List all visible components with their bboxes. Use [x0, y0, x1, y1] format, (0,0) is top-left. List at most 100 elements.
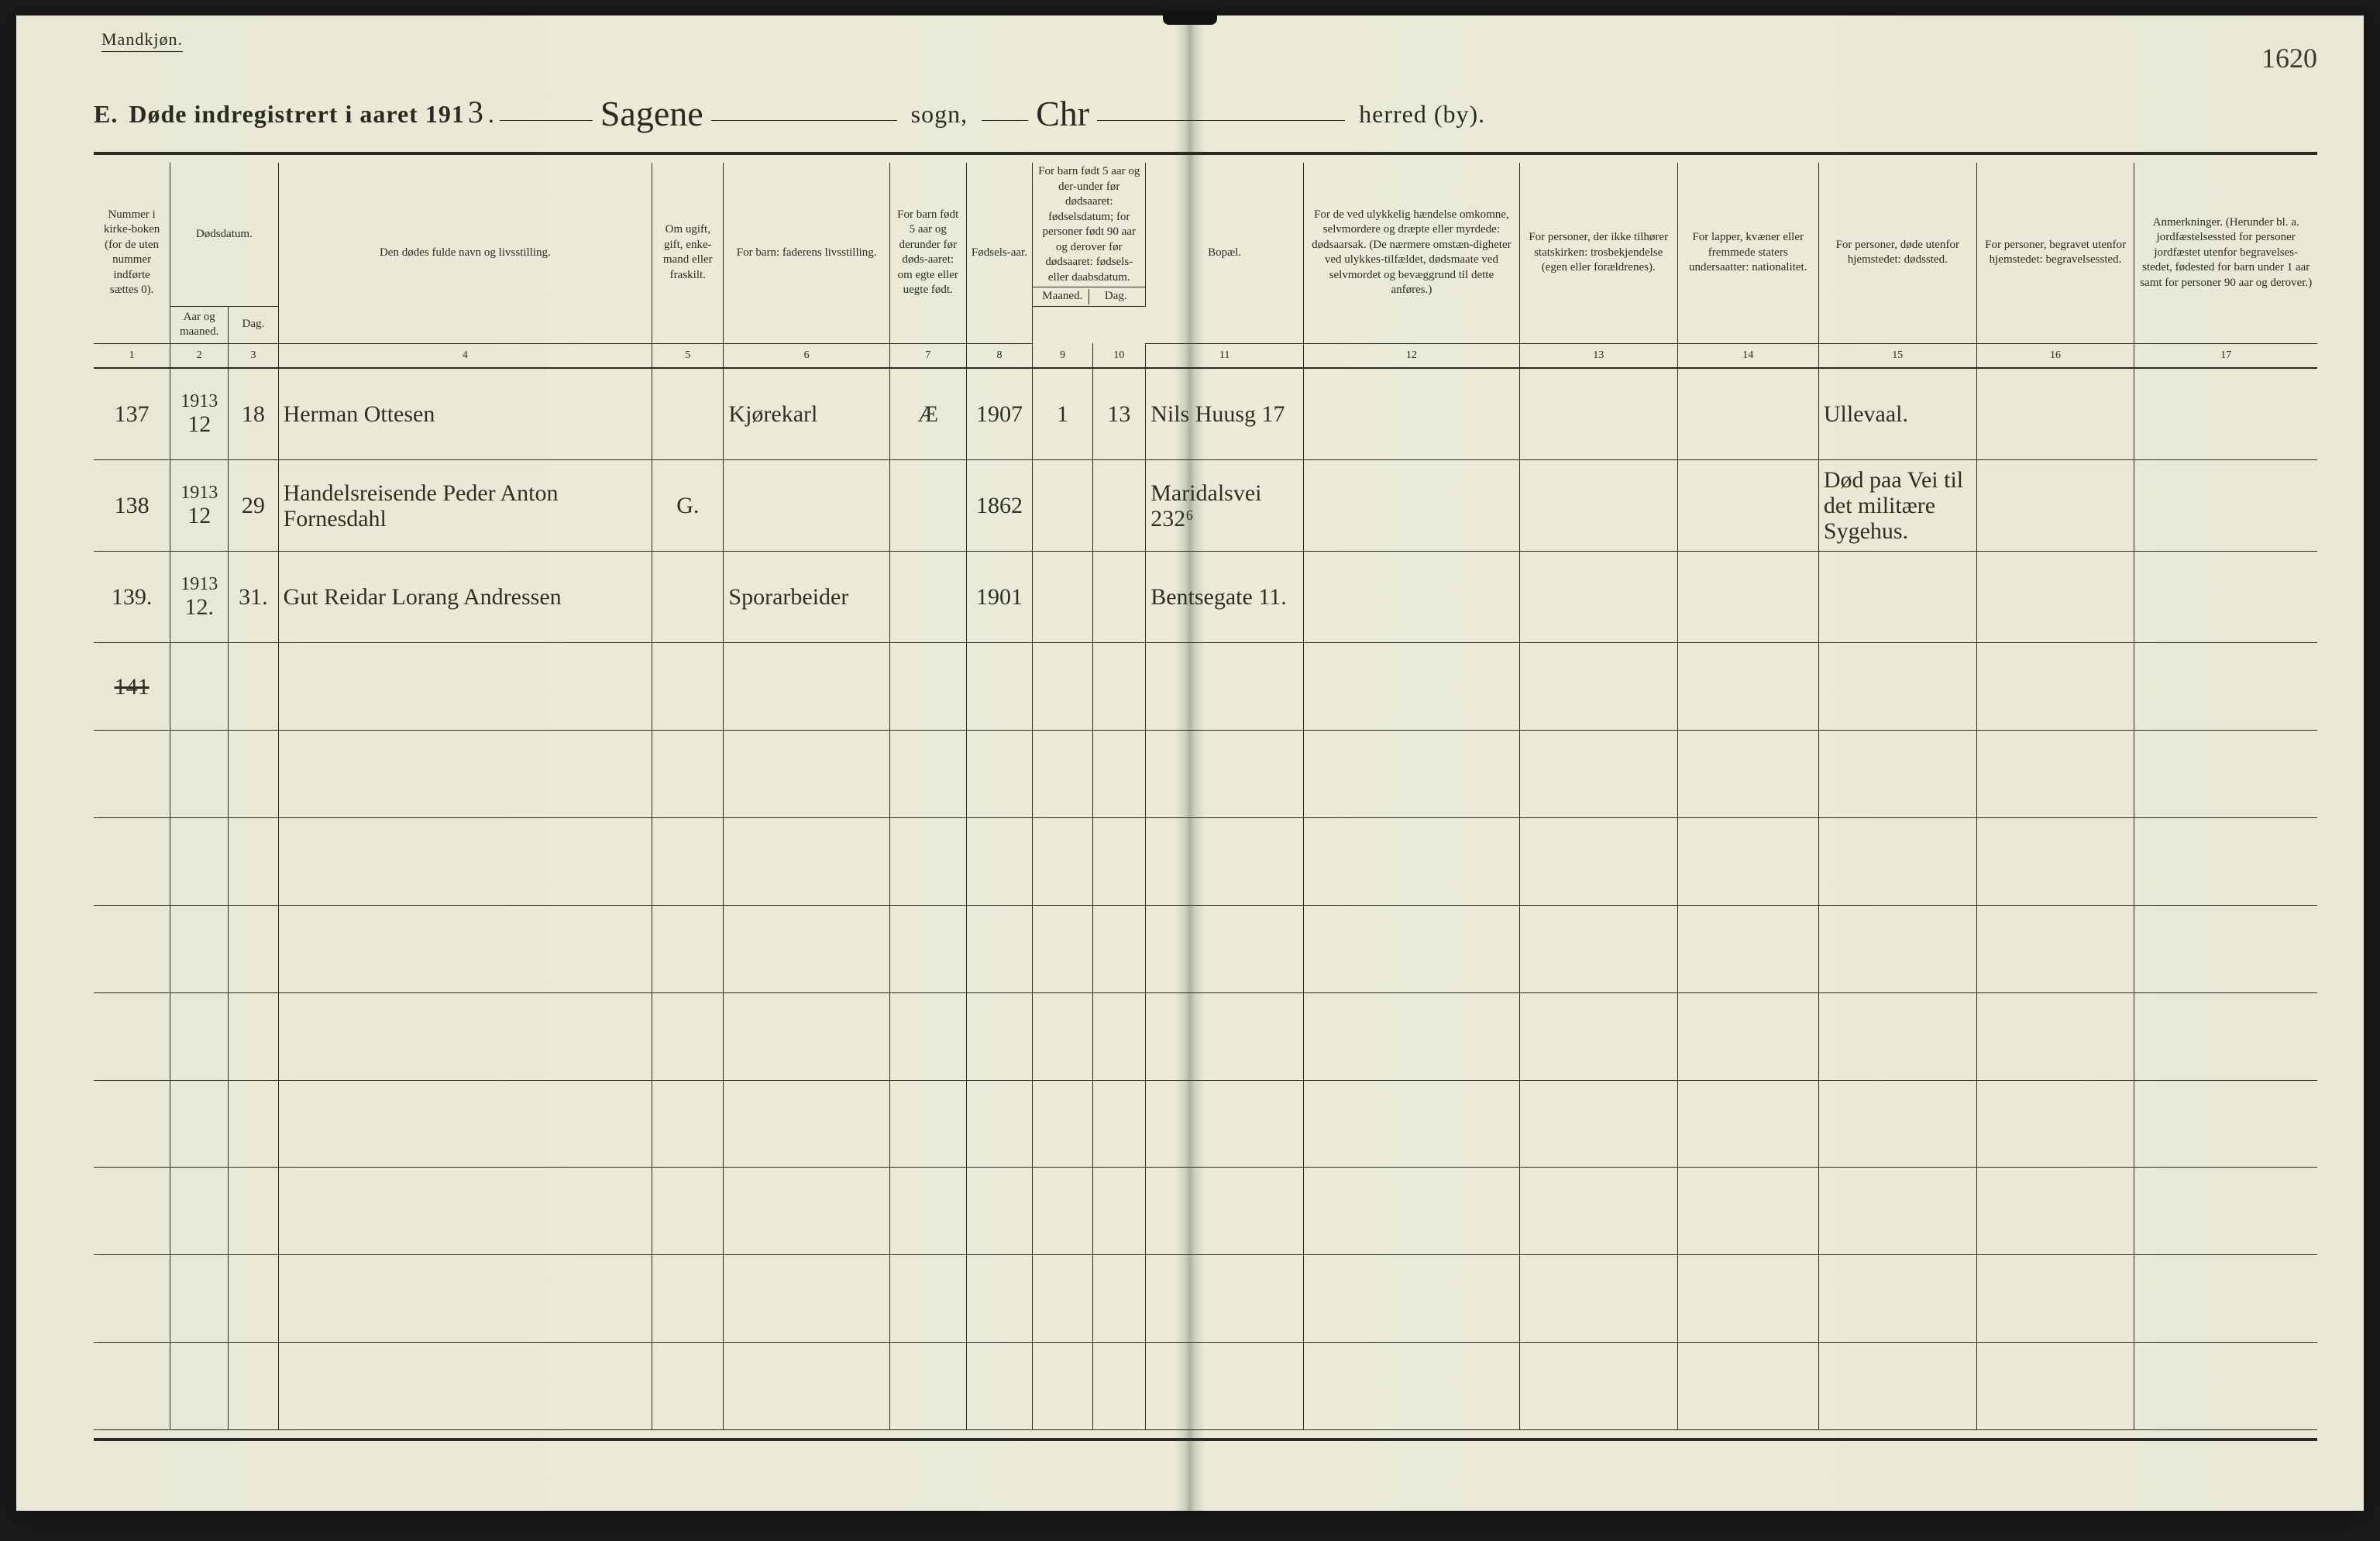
col-header: Den dødes fulde navn og livsstilling.	[278, 163, 652, 343]
cell-faith	[1519, 459, 1677, 551]
col-header: Dødsdatum.	[170, 163, 278, 306]
table-row	[94, 818, 2317, 906]
cell-residence: Bentsegate 11.	[1146, 552, 1304, 643]
col-header: Anmerkninger. (Herunder bl. a. jordfæste…	[2134, 163, 2317, 343]
col-number: 16	[1976, 343, 2134, 368]
cell-deathplace: Ullevaal.	[1818, 368, 1976, 459]
table-row	[94, 992, 2317, 1080]
table-row: 137 191312 18 Herman Ottesen Kjørekarl Æ…	[94, 368, 2317, 459]
cell-cause	[1303, 459, 1519, 551]
title-line: E. Døde indregistrert i aaret 191 3 . Sa…	[94, 90, 2317, 136]
cell-yearmonth: 191312	[170, 368, 229, 459]
cell-nationality	[1677, 552, 1818, 643]
cell-burialplace	[1976, 459, 2134, 551]
cell-status	[652, 368, 724, 459]
col-header: For barn født 5 aar og der-under før død…	[1033, 163, 1146, 306]
page-number: 1620	[2261, 42, 2317, 74]
col-header: Om ugift, gift, enke-mand eller fraskilt…	[652, 163, 724, 343]
cell-father: Sporarbeider	[724, 552, 889, 643]
col-subheader: Dag.	[1089, 289, 1142, 304]
data-rows: 137 191312 18 Herman Ottesen Kjørekarl Æ…	[94, 368, 2317, 1429]
col-subheader: Aar og maaned.	[170, 306, 229, 343]
col-header: For personer, døde utenfor hjemstedet: d…	[1818, 163, 1976, 343]
cell-bday: 13	[1092, 368, 1146, 459]
cell-name: Handelsreisende Peder Anton Fornesdahl	[278, 459, 652, 551]
col-number: 7	[889, 343, 966, 368]
cell-number: 137	[94, 368, 170, 459]
col-number: 5	[652, 343, 724, 368]
cell-cause	[1303, 368, 1519, 459]
cell-day: 18	[229, 368, 278, 459]
cell-name: Herman Ottesen	[278, 368, 652, 459]
gender-heading: Mandkjøn.	[101, 29, 183, 52]
cell-faith	[1519, 368, 1677, 459]
col-number: 6	[724, 343, 889, 368]
cell-name: Gut Reidar Lorang Andressen	[278, 552, 652, 643]
cell-birthyear: 1862	[966, 459, 1033, 551]
cell-father: Kjørekarl	[724, 368, 889, 459]
cell-status: G.	[652, 459, 724, 551]
col-header: For personer, der ikke tilhører statskir…	[1519, 163, 1677, 343]
table-row: 141	[94, 643, 2317, 731]
col-number: 8	[966, 343, 1033, 368]
herred-value: Chr	[1036, 93, 1089, 134]
col-header-top: For barn født 5 aar og der-under før død…	[1033, 163, 1145, 287]
cell-remarks	[2134, 459, 2317, 551]
col-subheader: Dag.	[229, 306, 278, 343]
col-header: For de ved ulykkelig hændelse omkomne, s…	[1303, 163, 1519, 343]
col-number: 1	[94, 343, 170, 368]
herred-label: herred (by).	[1359, 100, 1485, 129]
col-number: 11	[1146, 343, 1304, 368]
col-number: 9	[1033, 343, 1092, 368]
ledger-area: Nummer i kirke-boken (for de uten nummer…	[94, 152, 2317, 1441]
title-year-suffix: 3	[468, 94, 483, 130]
cell-number: 139.	[94, 552, 170, 643]
cell-residence: Maridalsvei 232⁶	[1146, 459, 1304, 551]
cell-legit	[889, 552, 966, 643]
cell-bday	[1092, 459, 1146, 551]
col-number: 14	[1677, 343, 1818, 368]
col-number: 15	[1818, 343, 1976, 368]
cell-nationality	[1677, 459, 1818, 551]
table-row: 139. 191312. 31. Gut Reidar Lorang Andre…	[94, 552, 2317, 643]
cell-legit: Æ	[889, 368, 966, 459]
column-number-row: 1 2 3 4 5 6 7 8 9 10 11 12 13 14 15 16 1	[94, 343, 2317, 368]
top-rule	[94, 152, 2317, 155]
cell-burialplace	[1976, 552, 2134, 643]
col-number: 10	[1092, 343, 1146, 368]
sogn-value: Sagene	[600, 93, 703, 134]
table-head: Nummer i kirke-boken (for de uten nummer…	[94, 163, 2317, 343]
col-header: For barn født 5 aar og derunder før døds…	[889, 163, 966, 343]
bottom-rule	[94, 1438, 2317, 1441]
table-row	[94, 1255, 2317, 1343]
cell-number: 138	[94, 459, 170, 551]
table-row	[94, 905, 2317, 992]
table-row	[94, 731, 2317, 818]
title-dot: .	[488, 100, 495, 129]
ledger-table: Nummer i kirke-boken (for de uten nummer…	[94, 163, 2317, 1430]
table-row: 138 191312 29 Handelsreisende Peder Anto…	[94, 459, 2317, 551]
col-header: Fødsels-aar.	[966, 163, 1033, 343]
cell-cause	[1303, 552, 1519, 643]
cell-yearmonth: 191312	[170, 459, 229, 551]
cell-day: 31.	[229, 552, 278, 643]
col-number: 17	[2134, 343, 2317, 368]
cell-bmonth	[1033, 552, 1092, 643]
margin-note: 141	[94, 643, 170, 731]
ledger-spread: Mandkjøn. 1620 E. Døde indregistrert i a…	[16, 15, 2364, 1511]
table-row	[94, 1343, 2317, 1430]
col-number: 3	[229, 343, 278, 368]
cell-bmonth: 1	[1033, 368, 1092, 459]
cell-yearmonth: 191312.	[170, 552, 229, 643]
cell-nationality	[1677, 368, 1818, 459]
cell-deathplace: Død paa Vei til det militære Sygehus.	[1818, 459, 1976, 551]
cell-residence: Nils Huusg 17	[1146, 368, 1304, 459]
cell-legit	[889, 459, 966, 551]
col-number: 12	[1303, 343, 1519, 368]
col-number: 4	[278, 343, 652, 368]
col-header: Bopæl.	[1146, 163, 1304, 343]
cell-bday	[1092, 552, 1146, 643]
cell-birthyear: 1907	[966, 368, 1033, 459]
cell-father	[724, 459, 889, 551]
cell-remarks	[2134, 368, 2317, 459]
